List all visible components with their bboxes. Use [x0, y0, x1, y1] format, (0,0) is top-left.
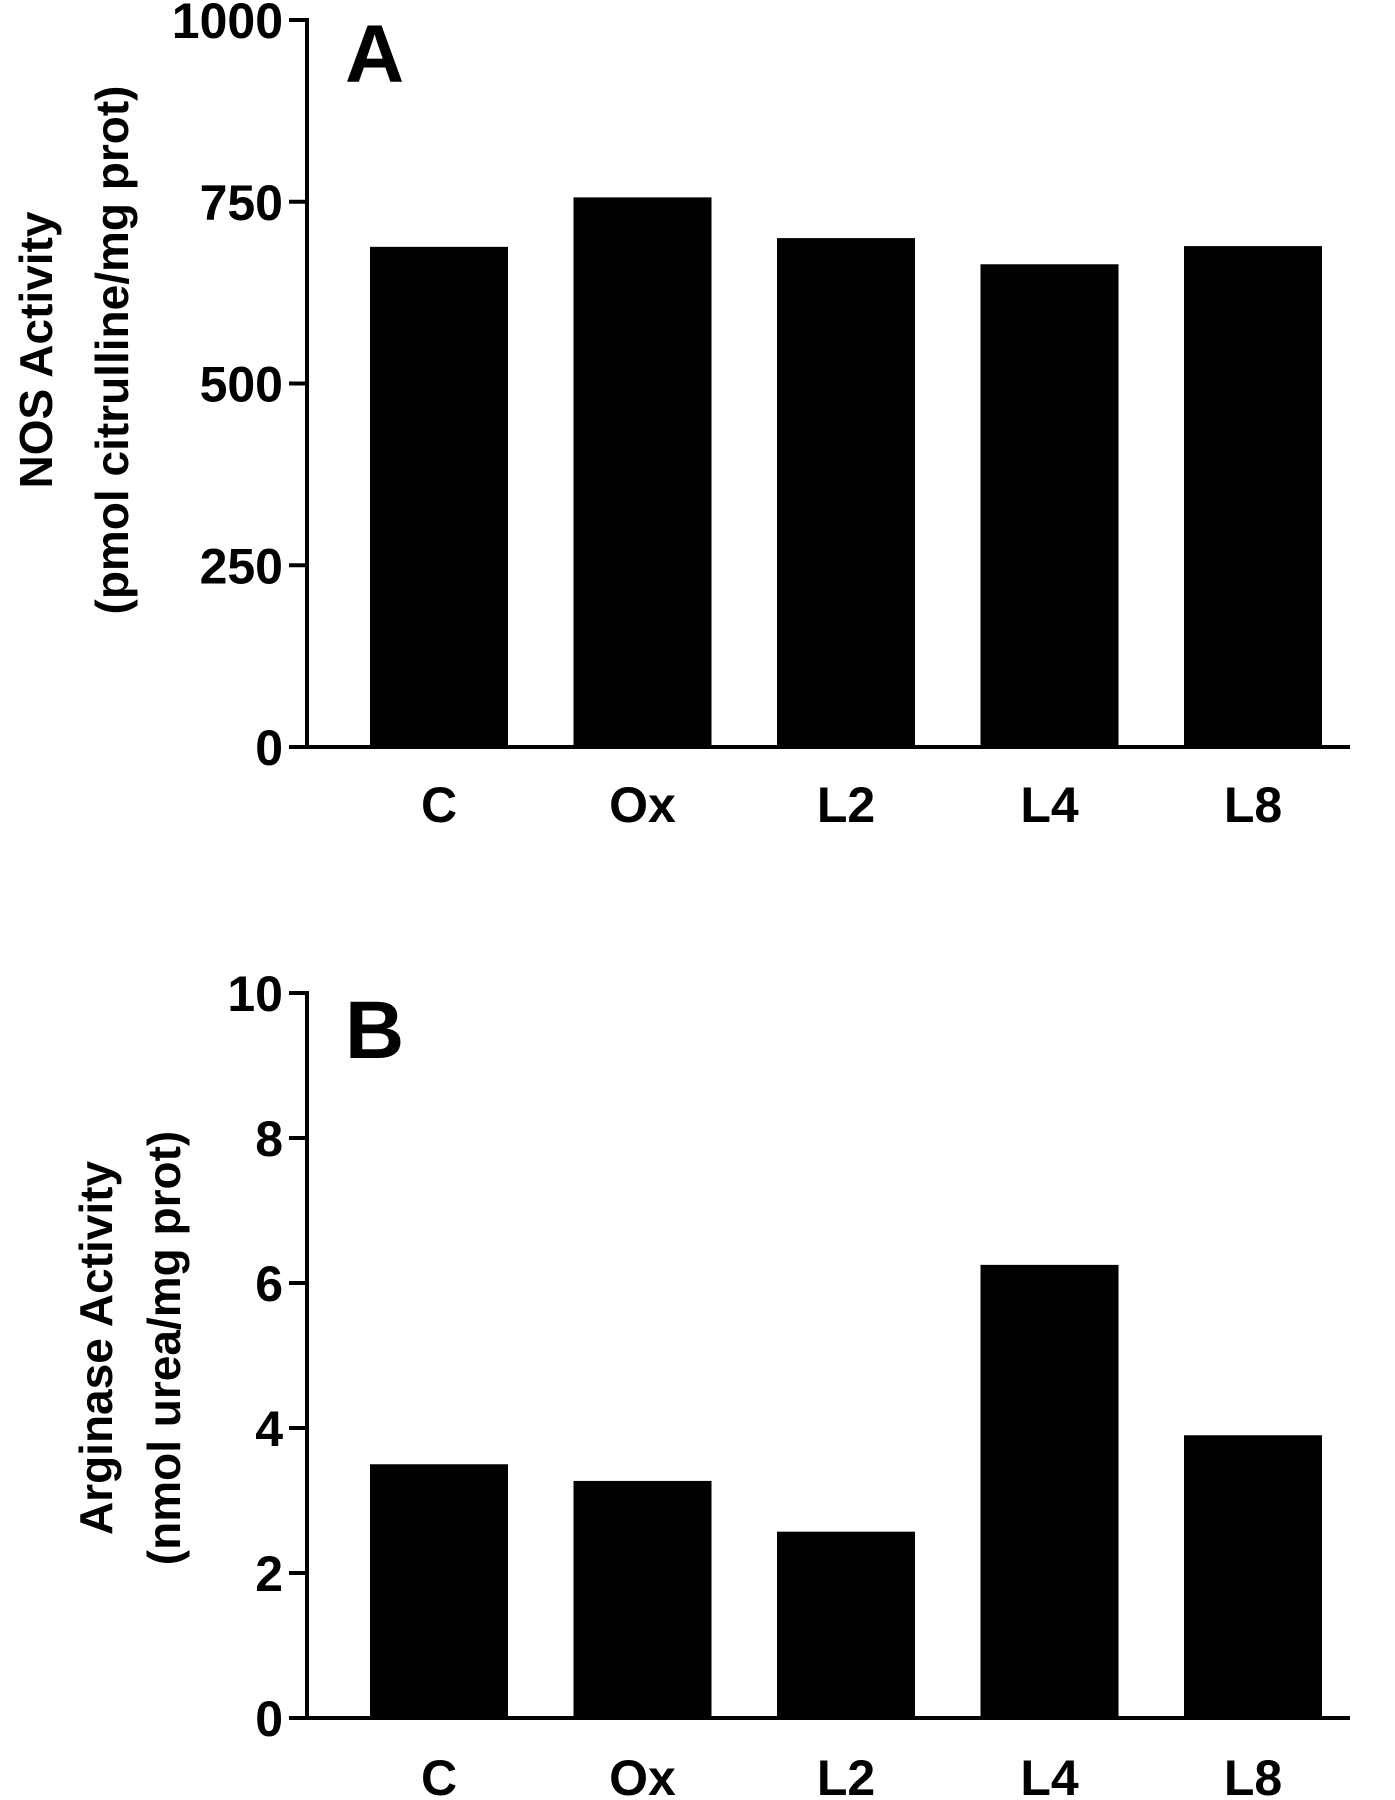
bar-c: [370, 1464, 508, 1718]
bar-l4: [980, 264, 1119, 747]
y-tick-label-750: 750: [200, 175, 283, 231]
panel-b: C Ox L2 L4 L8 0 2 4 6 8 10 B Arginase Activity (nmol …: [70, 966, 1350, 1800]
x-tick-label-l2: L2: [817, 777, 875, 833]
x-tick-label-l8: L8: [1224, 777, 1282, 833]
x-tick-label-l2: L2: [817, 1750, 875, 1800]
panel-letter: A: [345, 9, 404, 100]
y-tick-label-10: 10: [227, 966, 283, 1022]
bar-c: [370, 246, 508, 747]
x-tick-label-l4: L4: [1020, 1750, 1079, 1800]
x-tick-label-l8: L8: [1224, 1750, 1282, 1800]
x-tick-label-ox: Ox: [609, 1750, 676, 1800]
bar-l2: [777, 238, 915, 747]
bar-l2: [777, 1531, 915, 1718]
y-tick-label-0: 0: [255, 720, 283, 776]
bar-ox: [573, 1480, 712, 1718]
bar-ox: [573, 197, 712, 747]
y-tick-label-250: 250: [200, 538, 283, 594]
y-tick-label-0: 0: [255, 1691, 283, 1747]
y-axis-units: (pmol citrulline/mg prot): [86, 86, 138, 615]
y-axis-units: (nmol urea/mg prot): [138, 1131, 190, 1565]
y-tick-label-8: 8: [255, 1111, 283, 1167]
y-tick-label-4: 4: [255, 1401, 283, 1457]
y-tick-label-1000: 1000: [172, 0, 283, 49]
y-tick-label-2: 2: [255, 1546, 283, 1602]
panel-a: C Ox L2 L4 L8 0 250 500 750 1000 A NOS Activity (pmo…: [10, 0, 1350, 833]
y-tick-label-500: 500: [200, 357, 283, 413]
bar-l8: [1184, 246, 1322, 748]
x-tick-label-ox: Ox: [609, 777, 676, 833]
x-tick-label-c: C: [421, 1750, 457, 1800]
y-axis-title: Arginase Activity: [70, 1161, 122, 1536]
y-axis-title: NOS Activity: [10, 211, 62, 488]
x-tick-label-c: C: [421, 777, 457, 833]
bar-l4: [980, 1264, 1119, 1718]
panel-letter: B: [345, 985, 404, 1076]
bar-l8: [1184, 1435, 1322, 1718]
y-tick-label-6: 6: [255, 1256, 283, 1312]
x-tick-label-l4: L4: [1020, 777, 1079, 833]
